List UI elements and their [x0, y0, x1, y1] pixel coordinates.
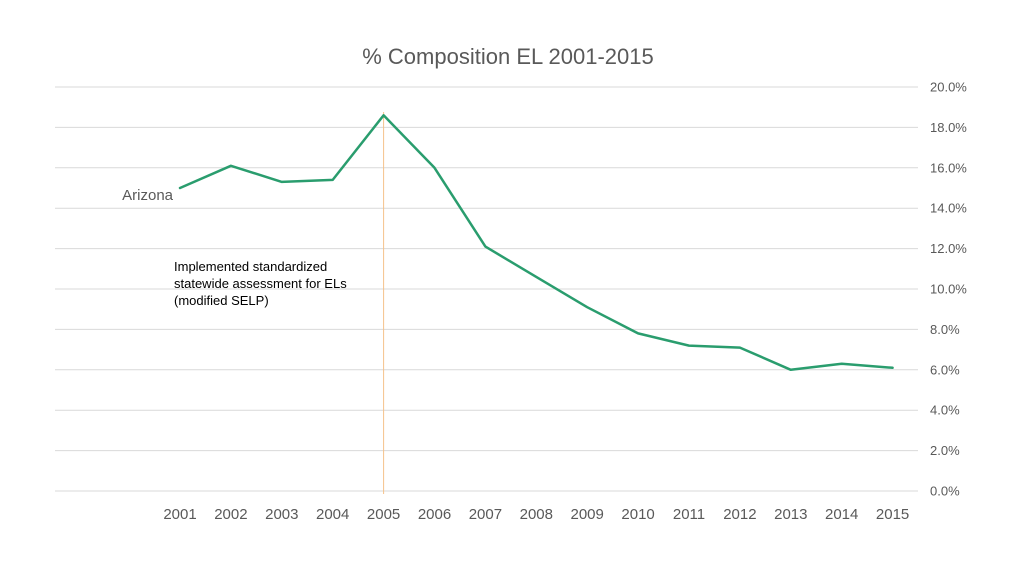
x-tick-label: 2001 — [163, 506, 196, 523]
y-tick-label: 6.0% — [930, 362, 960, 377]
series-group: Arizona — [122, 114, 894, 372]
y-tick-label: 2.0% — [930, 443, 960, 458]
gridlines — [55, 86, 918, 492]
x-tick-label: 2002 — [214, 506, 247, 523]
y-tick-label: 12.0% — [930, 241, 967, 256]
annotation-text-group: Implemented standardized statewide assess… — [174, 259, 347, 308]
series-label: Arizona — [122, 187, 174, 204]
x-tick-label: 2008 — [520, 506, 553, 523]
y-tick-label: 0.0% — [930, 484, 960, 499]
annotation-text-line: Implemented standardized — [174, 259, 327, 274]
x-tick-label: 2010 — [621, 506, 654, 523]
y-axis-ticks: 0.0% 2.0% 4.0% 6.0% 8.0% 10.0% 12.0% 14.0% 16.0%… — [930, 80, 967, 499]
x-tick-label: 2009 — [571, 506, 604, 523]
x-tick-label: 2003 — [265, 506, 298, 523]
annotation-text-line: (modified SELP) — [174, 293, 269, 308]
y-tick-label: 10.0% — [930, 282, 967, 297]
y-tick-label: 4.0% — [930, 403, 960, 418]
x-axis-ticks: 2001 2002 2003 2004 2005 2006 2007 2008 2009 2010… — [163, 506, 909, 523]
y-tick-label: 8.0% — [930, 322, 960, 337]
y-tick-label: 18.0% — [930, 120, 967, 135]
x-tick-label: 2004 — [316, 506, 349, 523]
x-tick-label: 2012 — [723, 506, 756, 523]
x-tick-label: 2015 — [876, 506, 909, 523]
chart-title: % Composition EL 2001-2015 — [362, 44, 653, 69]
x-tick-label: 2006 — [418, 506, 451, 523]
x-tick-label: 2005 — [367, 506, 400, 523]
x-tick-label: 2014 — [825, 506, 858, 523]
y-tick-label: 20.0% — [930, 80, 967, 95]
x-tick-label: 2007 — [469, 506, 502, 523]
y-tick-label: 14.0% — [930, 201, 967, 216]
series-line-arizona — [178, 114, 894, 372]
x-tick-label: 2011 — [673, 506, 705, 523]
x-tick-label: 2013 — [774, 506, 807, 523]
annotation-text-line: statewide assessment for ELs — [174, 276, 347, 291]
y-tick-label: 16.0% — [930, 160, 967, 175]
